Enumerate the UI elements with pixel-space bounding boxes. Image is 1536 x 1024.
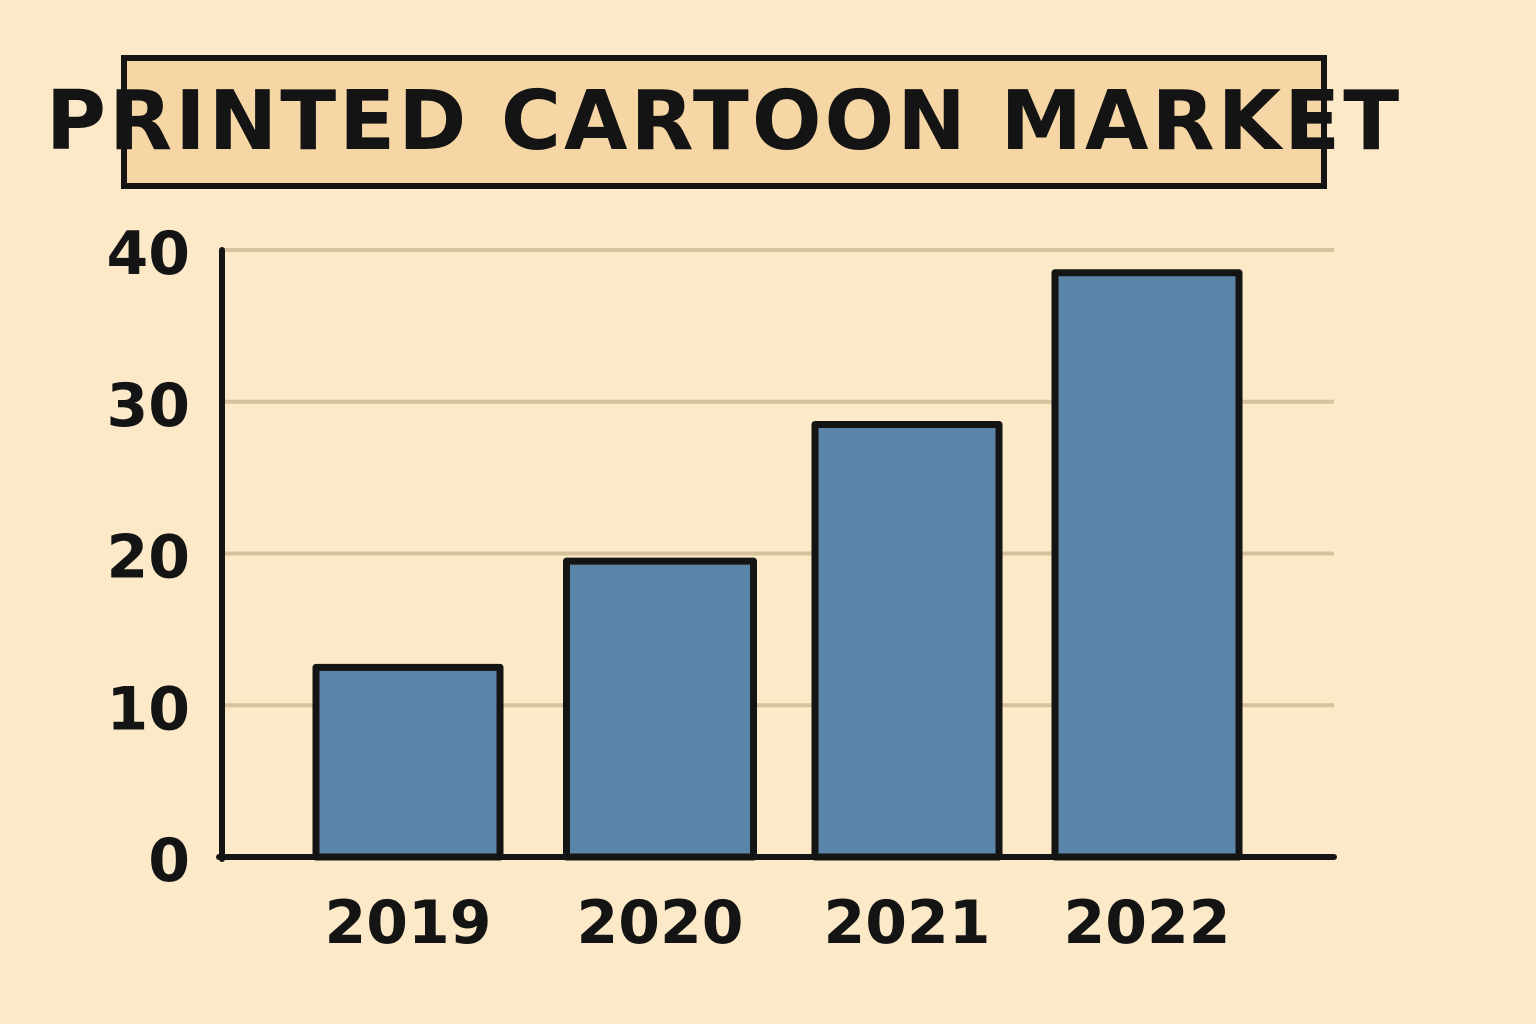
y-tick-label: 20	[107, 523, 191, 593]
y-tick-labels: 0 10 20 30 40	[107, 219, 191, 896]
y-tick-label: 40	[107, 219, 191, 289]
x-category-label: 2020	[577, 888, 744, 958]
x-category-labels: 2019 2020 2021 2022	[325, 888, 1231, 958]
bar-2021	[811, 421, 1003, 861]
chart-title-box: PRINTED CARTOON MARKET	[46, 55, 1399, 189]
y-tick-label: 0	[148, 826, 190, 896]
chart-title: PRINTED CARTOON MARKET	[45, 74, 1403, 169]
y-tick-label: 10	[107, 674, 191, 744]
bar-2020	[563, 557, 757, 861]
x-category-label: 2019	[325, 888, 492, 958]
axes	[216, 247, 1337, 862]
x-category-label: 2021	[824, 888, 991, 958]
bar-2019	[312, 663, 504, 861]
bar-2022	[1051, 269, 1243, 861]
x-category-label: 2022	[1064, 888, 1231, 958]
y-tick-label: 30	[107, 371, 191, 441]
bars	[312, 269, 1243, 861]
